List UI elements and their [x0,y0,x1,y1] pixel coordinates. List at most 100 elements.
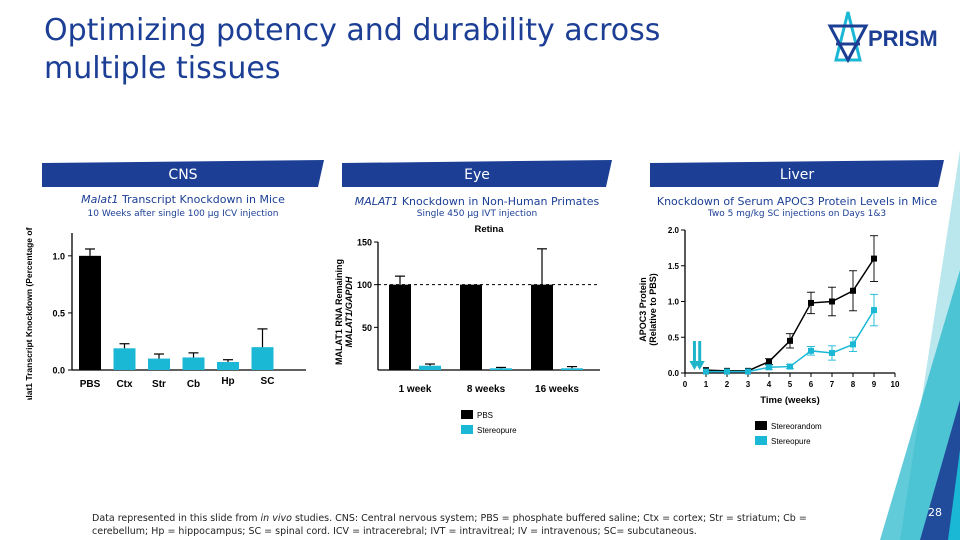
eye-banner: Eye [342,160,612,187]
footer-italic: in vivo [260,513,292,524]
liver-data-point [871,255,877,262]
liver-legend-label: Stereopure [771,437,811,446]
eye-subheading: Single 450 μg IVT injection [416,209,538,219]
footer-note: Data represented in this slide from in v… [92,512,832,538]
eye-category-label: 8 weeks [467,384,506,395]
eye-y-tick-label: 150 [357,238,372,248]
eye-heading-italic: MALAT1 [354,195,399,208]
liver-x-tick-label: 5 [788,380,793,389]
liver-x-tick-label: 6 [809,380,814,389]
liver-data-point [850,341,856,348]
cns-y-tick-label: 0.0 [52,366,65,376]
liver-legend-label: Stereorandom [771,422,822,431]
liver-data-point [829,298,835,305]
prism-logo: PRISM [826,8,948,66]
cns-heading-rest: Transcript Knockdown in Mice [118,193,285,206]
eye-y-tick-label: 100 [357,280,372,290]
cns-bar [251,347,274,370]
cns-bar [182,357,205,370]
liver-x-tick-label: 9 [872,380,877,389]
cns-bar [148,358,170,370]
cns-bar [113,348,136,370]
footer-suffix: studies. CNS: Central nervous system; PB… [92,513,807,537]
cns-category-label: SC [261,376,275,387]
prism-logo-icon: PRISM [827,11,938,64]
cns-bar [217,362,239,370]
cns-heading: Malat1 Transcript Knockdown in Mice [42,193,324,206]
cns-category-label: Cb [187,379,200,390]
liver-legend-swatch [755,436,767,445]
eye-legend-swatch [461,410,473,419]
liver-y-tick-label: 1.5 [668,262,680,271]
liver-data-point [703,368,709,375]
liver-injection-arrow-head [694,361,705,370]
liver-y-axis-label-2: (Relative to PBS) [648,273,658,346]
cns-category-label: Str [152,379,166,390]
eye-bar [531,284,553,370]
eye-legend-swatch [461,425,473,434]
liver-x-tick-label: 7 [830,380,835,389]
liver-heading: Knockdown of Serum APOC3 Protein Levels … [656,195,938,208]
cns-heading-italic: Malat1 [81,193,119,206]
eye-heading-rest: Knockdown in Non-Human Primates [398,195,600,208]
page-number: 28 [928,506,942,519]
eye-y-axis-label-2: MALAT1/GAPDH [344,276,354,347]
liver-data-point [745,368,751,375]
eye-bar [490,368,512,370]
cns-category-label: Ctx [116,379,133,390]
liver-x-tick-label: 3 [746,380,751,389]
cns-category-label: PBS [80,379,101,390]
liver-banner: Liver [650,160,944,187]
liver-data-point [871,307,877,314]
liver-legend-swatch [755,421,767,430]
eye-bar [561,368,583,370]
liver-x-tick-label: 8 [851,380,856,389]
eye-category-label: 16 weeks [535,384,579,395]
liver-y-tick-label: 2.0 [668,226,680,235]
liver-data-point [829,349,835,356]
eye-category-label: 1 week [399,384,432,395]
logo-text: PRISM [868,26,938,51]
liver-line-chart: 0.0 0.5 1.0 1.5 2.0 0 1 2 3 4 5 6 7 8 9 10 Time (weeks) A… [638,226,900,446]
liver-subheading: Two 5 mg/kg SC injections on Days 1&3 [707,209,887,219]
liver-data-point [808,347,814,354]
eye-legend-label: Stereopure [477,426,517,435]
slide-title: Optimizing potency and durability across… [44,13,661,86]
decorative-teal-shape [880,150,960,540]
liver-y-tick-label: 1.0 [668,298,680,307]
cns-banner: CNS [42,160,324,187]
liver-x-tick-label: 1 [704,380,709,389]
liver-y-axis-label: APOC3 Protein [638,277,648,342]
liver-data-point [787,337,793,344]
liver-x-tick-label: 10 [891,380,900,389]
cns-y-tick-label: 1.0 [52,251,65,261]
cns-bar-chart: 0.0 0.5 1.0 Malat1 Transcript Knockdown (Pe… [24,225,306,400]
liver-x-tick-label: 0 [683,380,688,389]
cns-category-label: Hp [221,376,234,387]
footer-prefix: Data represented in this slide from [92,513,261,524]
eye-banner-label: Eye [464,167,490,183]
eye-bar-chart: Retina 50 100 150 MALAT1 RNA Remaining MALAT1… [334,224,600,435]
cns-banner-label: CNS [168,167,198,183]
eye-y-tick-label: 50 [362,323,372,333]
eye-bar [389,284,411,370]
liver-x-tick-label: 4 [767,380,772,389]
eye-chart-title: Retina [474,224,504,235]
liver-y-tick-label: 0.0 [668,369,680,378]
liver-data-point [850,287,856,294]
cns-bar [79,255,101,370]
liver-x-tick-label: 2 [725,380,730,389]
liver-banner-label: Liver [779,167,815,183]
liver-x-axis-label: Time (weeks) [760,395,820,406]
liver-data-point [808,299,814,306]
cns-subheading: 10 Weeks after single 100 μg ICV injecti… [87,209,279,219]
eye-legend-label: PBS [477,411,493,420]
liver-data-point [766,358,772,365]
eye-y-axis-label: MALAT1 RNA Remaining [334,259,344,365]
cns-y-axis-label: Malat1 Transcript Knockdown (Percentage … [24,225,34,400]
cns-y-tick-label: 0.5 [52,308,65,318]
liver-series-line [705,258,875,372]
liver-data-point [787,363,793,370]
eye-heading: MALAT1 Knockdown in Non-Human Primates [342,195,612,208]
liver-data-point [766,364,772,371]
